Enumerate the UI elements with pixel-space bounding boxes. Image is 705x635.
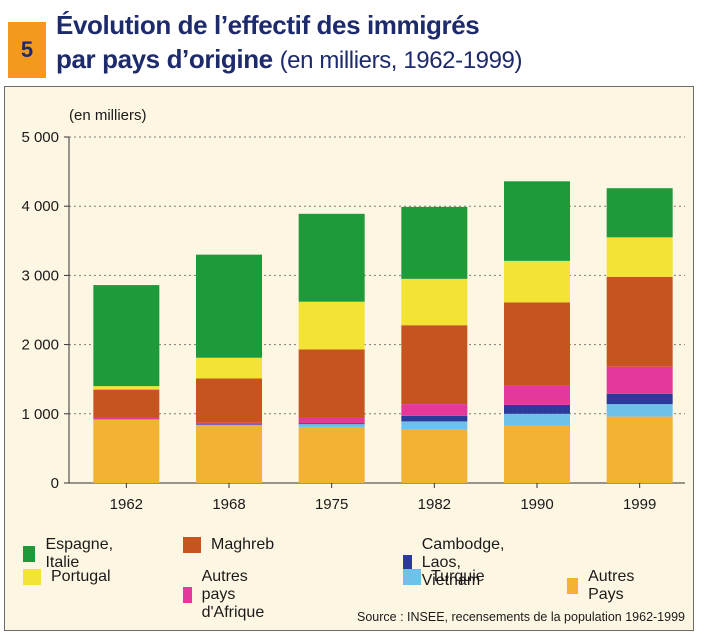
y-tick-label: 0 — [51, 475, 59, 492]
legend-label: Portugal — [51, 568, 111, 585]
legend-label: Autres pays d'Afrique — [201, 568, 265, 621]
bar-segment — [298, 424, 365, 428]
bar-segment — [606, 416, 673, 483]
bar-segment — [504, 385, 570, 405]
bar-segment — [298, 423, 365, 425]
figure-number-badge: 5 — [8, 22, 46, 78]
bar-segment — [196, 378, 262, 423]
bar-segment — [606, 188, 673, 238]
bar-segment — [504, 302, 570, 386]
legend-item: Autres pays d'Afrique — [183, 568, 274, 622]
bar-segment — [93, 420, 160, 483]
bar-segment — [298, 417, 365, 424]
legend-swatch — [183, 587, 192, 603]
bar-segment — [93, 417, 160, 420]
bar-segment — [504, 404, 570, 414]
legend-label: Cambodge, Laos, Vietnam — [421, 536, 505, 589]
legend-label: Autres Pays — [588, 568, 635, 603]
bar-segment — [401, 404, 468, 416]
legend-item: Portugal — [23, 568, 111, 586]
y-tick-label: 4 000 — [21, 198, 59, 215]
legend-swatch — [403, 555, 412, 571]
bar-segment — [606, 276, 673, 367]
bar-segment — [93, 285, 160, 387]
bar-segment — [93, 419, 160, 421]
legend-item: Turquie — [403, 568, 485, 586]
y-tick-label: 3 000 — [21, 267, 59, 284]
x-tick-label: 1999 — [623, 496, 656, 513]
y-tick-label: 5 000 — [21, 129, 59, 146]
bar-segment — [504, 413, 570, 426]
bar-segment — [504, 425, 570, 483]
legend-swatch — [403, 569, 421, 585]
legend-item: Maghreb — [183, 536, 274, 554]
bar-segment — [196, 422, 262, 425]
bar-segment — [606, 366, 673, 394]
bar-segment — [298, 213, 365, 302]
bar-segment — [401, 415, 468, 422]
bar-segment — [606, 237, 673, 277]
title-subtitle: (en milliers, 1962-1999) — [279, 47, 523, 74]
bar-segment — [504, 260, 570, 303]
bar-segment — [196, 424, 262, 426]
bar-segment — [93, 386, 160, 390]
bar-segment — [93, 389, 160, 418]
bar-segment — [606, 393, 673, 405]
bar-segment — [401, 421, 468, 430]
bar-segment — [298, 349, 365, 418]
stacked-bar-chart: (en milliers) 0 1 000 2 000 3 000 4 000 5 000 1… — [21, 107, 685, 513]
figure-title: Évolution de l’effectif des immigrés par… — [56, 8, 696, 78]
x-tick-label: 1968 — [212, 496, 245, 513]
title-line-2: par pays d’origine (en milliers, 1962-19… — [56, 42, 696, 78]
legend-swatch — [23, 569, 41, 585]
x-tick-label: 1982 — [418, 496, 451, 513]
y-tick-label: 2 000 — [21, 337, 59, 354]
legend-swatch — [567, 578, 579, 594]
bar-segment — [298, 301, 365, 350]
bar-segment — [196, 357, 262, 379]
x-tick-label: 1990 — [520, 496, 553, 513]
bar-segment — [196, 254, 262, 358]
x-tick-label: 1962 — [110, 496, 143, 513]
legend-swatch — [183, 537, 201, 553]
legend-item: Cambodge, Laos, Vietnam — [403, 536, 514, 590]
legend-label: Turquie — [431, 568, 485, 585]
legend-item: Espagne, Italie — [23, 536, 119, 572]
bar-segment — [401, 325, 468, 405]
y-tick-label: 1 000 — [21, 406, 59, 423]
bar-segment — [196, 424, 262, 425]
legend-item: Autres Pays — [567, 568, 641, 604]
bar-segment — [401, 206, 468, 279]
source-note: Source : INSEE, recensements de la popul… — [357, 610, 685, 624]
bar-segment — [401, 429, 468, 483]
chart-panel: (en milliers) 0 1 000 2 000 3 000 4 000 5 000 1… — [4, 86, 694, 631]
bar-segment — [504, 181, 570, 261]
legend-swatch — [23, 546, 36, 562]
bar-segment — [606, 404, 673, 417]
bar-segment — [196, 425, 262, 483]
legend-label: Maghreb — [211, 536, 275, 553]
bar-segment — [298, 427, 365, 483]
y-axis-label: (en milliers) — [69, 107, 147, 124]
title-line-1: Évolution de l’effectif des immigrés — [56, 10, 480, 40]
x-tick-label: 1975 — [315, 496, 348, 513]
legend-label: Espagne, Italie — [45, 536, 114, 571]
bar-segment — [401, 278, 468, 326]
title-line-2-main: par pays d’origine — [56, 44, 273, 74]
